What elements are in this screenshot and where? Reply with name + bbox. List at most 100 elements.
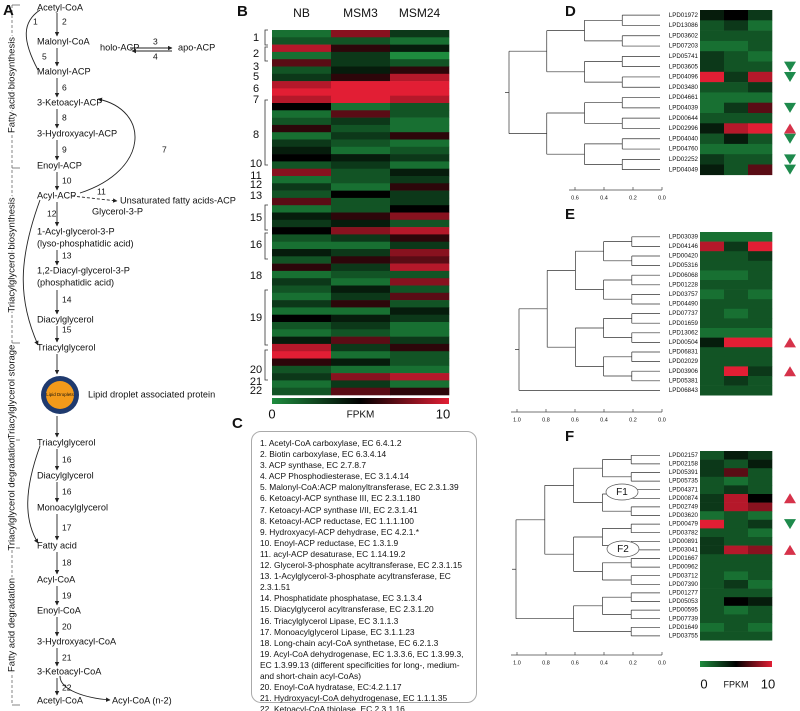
axis-tick-label: 0.2	[629, 195, 637, 201]
enzyme-item: 5. Malonyl-CoA:ACP malonyltransferase, E…	[260, 482, 459, 493]
heatmap-cell	[724, 571, 749, 581]
gene-label: LPD00479	[669, 521, 699, 528]
trend-arrow	[784, 544, 796, 555]
heatmap-cell	[331, 373, 391, 381]
heatmap-cell	[390, 59, 450, 67]
gene-label: LPD05391	[669, 469, 699, 476]
pathway-node: apo-ACP	[178, 42, 215, 52]
cluster-label: F2	[617, 544, 629, 555]
heatmap-cell	[331, 190, 391, 199]
heatmap-cell	[700, 476, 725, 486]
gene-label: LPD01277	[669, 590, 699, 597]
heatmap-cell	[390, 256, 450, 264]
pathway-node: Monoacylglycerol	[37, 502, 108, 512]
heatmap-cell	[272, 322, 332, 330]
heatmap-cell	[700, 485, 725, 495]
gene-label: LPD06843	[669, 387, 699, 394]
gene-label: LPD01649	[669, 624, 699, 631]
enzyme-item: 8. Ketoacyl-ACP reductase, EC 1.1.1.100	[260, 515, 414, 526]
heatmap-cell	[272, 161, 332, 169]
gene-label: LPD07737	[669, 310, 699, 317]
pathway-arrow	[71, 195, 118, 203]
heatmap-cell	[700, 511, 725, 521]
heatmap-cell	[331, 329, 391, 337]
heatmap-cell	[700, 356, 725, 367]
heatmap-cell	[748, 502, 773, 512]
heatmap-cell	[748, 20, 773, 31]
pathway-curve	[25, 9, 41, 71]
axis-tick-label: 0.0	[658, 417, 666, 423]
heatmap-cell	[700, 113, 725, 124]
section-label: Fatty acid degradation	[7, 578, 18, 672]
gene-label: LPD02157	[669, 452, 699, 459]
heatmap-cell	[331, 212, 391, 221]
cluster-oval	[605, 483, 639, 501]
group-label: 3	[253, 61, 259, 73]
heatmap-cell	[700, 30, 725, 42]
heatmap-cell	[748, 631, 773, 641]
heatmap-cell	[700, 40, 725, 52]
axis-tick-label: 1.0	[513, 660, 521, 666]
heatmap-cell	[331, 161, 391, 169]
gene-label: LPD02158	[669, 461, 699, 468]
heatmap-cell	[748, 545, 773, 555]
trend-arrow	[784, 133, 796, 144]
heatmap-cell	[724, 61, 749, 73]
heatmap-cell	[748, 143, 773, 155]
heatmap-cell	[390, 358, 450, 367]
heatmap-cell	[390, 110, 450, 118]
heatmap-cell	[748, 133, 773, 145]
gene-label: LPD02252	[669, 156, 699, 163]
heatmap-cell	[331, 154, 391, 162]
enzyme-item: 1. Acetyl-CoA carboxylase, EC 6.4.1.2	[260, 438, 402, 448]
heatmap-cell	[748, 260, 773, 271]
gene-label: LPD00874	[669, 495, 699, 502]
group-label: 8	[253, 129, 259, 141]
gene-label: LPD03620	[669, 512, 699, 519]
heatmap-cell	[331, 322, 391, 330]
heatmap-cell	[748, 485, 773, 495]
pathway-curve	[79, 97, 136, 194]
step-number: 9	[62, 144, 67, 154]
heatmap-cell	[272, 227, 332, 235]
step-number: 3	[153, 36, 158, 46]
heatmap-cell	[390, 132, 450, 140]
step-number: 18	[62, 557, 72, 567]
axis-tick-label: 0.8	[542, 660, 550, 666]
trend-arrow	[784, 164, 796, 175]
heatmap-cell	[331, 292, 391, 301]
heatmap-cell	[748, 251, 773, 262]
heatmap-cell	[331, 37, 391, 45]
colorbar-label: FPKM	[347, 410, 375, 421]
heatmap-cell	[748, 494, 773, 503]
heatmap-cell	[724, 623, 749, 632]
enzyme-item: 9. Hydroxyacyl-ACP dehydrase, EC 4.2.1.*	[260, 526, 420, 537]
panel-label: C	[232, 415, 243, 432]
heatmap-cell	[331, 110, 391, 118]
heatmap-cell	[700, 554, 725, 564]
step-number: 16	[62, 454, 72, 464]
heatmap-cell	[724, 318, 749, 329]
heatmap-cell	[272, 132, 332, 140]
heatmap-cell	[390, 37, 450, 45]
heatmap-cell	[390, 322, 450, 330]
heatmap-cell	[748, 61, 773, 73]
heatmap-cell	[390, 205, 450, 213]
heatmap-cell	[331, 387, 391, 396]
group-label: 1	[253, 32, 259, 44]
heatmap-cell	[700, 241, 725, 252]
heatmap-cell	[272, 314, 332, 323]
heatmap-cell	[724, 588, 749, 598]
heatmap-cell	[724, 289, 749, 300]
step-number: 4	[153, 51, 158, 61]
heatmap-cell	[331, 146, 391, 155]
heatmap-cell	[331, 365, 391, 374]
heatmap-cell	[272, 256, 332, 264]
axis-tick-label: 0.4	[600, 660, 608, 666]
heatmap-cell	[700, 289, 725, 300]
heatmap-cell	[272, 270, 332, 279]
heatmap-cell	[700, 164, 725, 176]
heatmap-cell	[331, 307, 391, 315]
heatmap-cell	[390, 95, 450, 104]
heatmap-cell	[748, 164, 773, 176]
